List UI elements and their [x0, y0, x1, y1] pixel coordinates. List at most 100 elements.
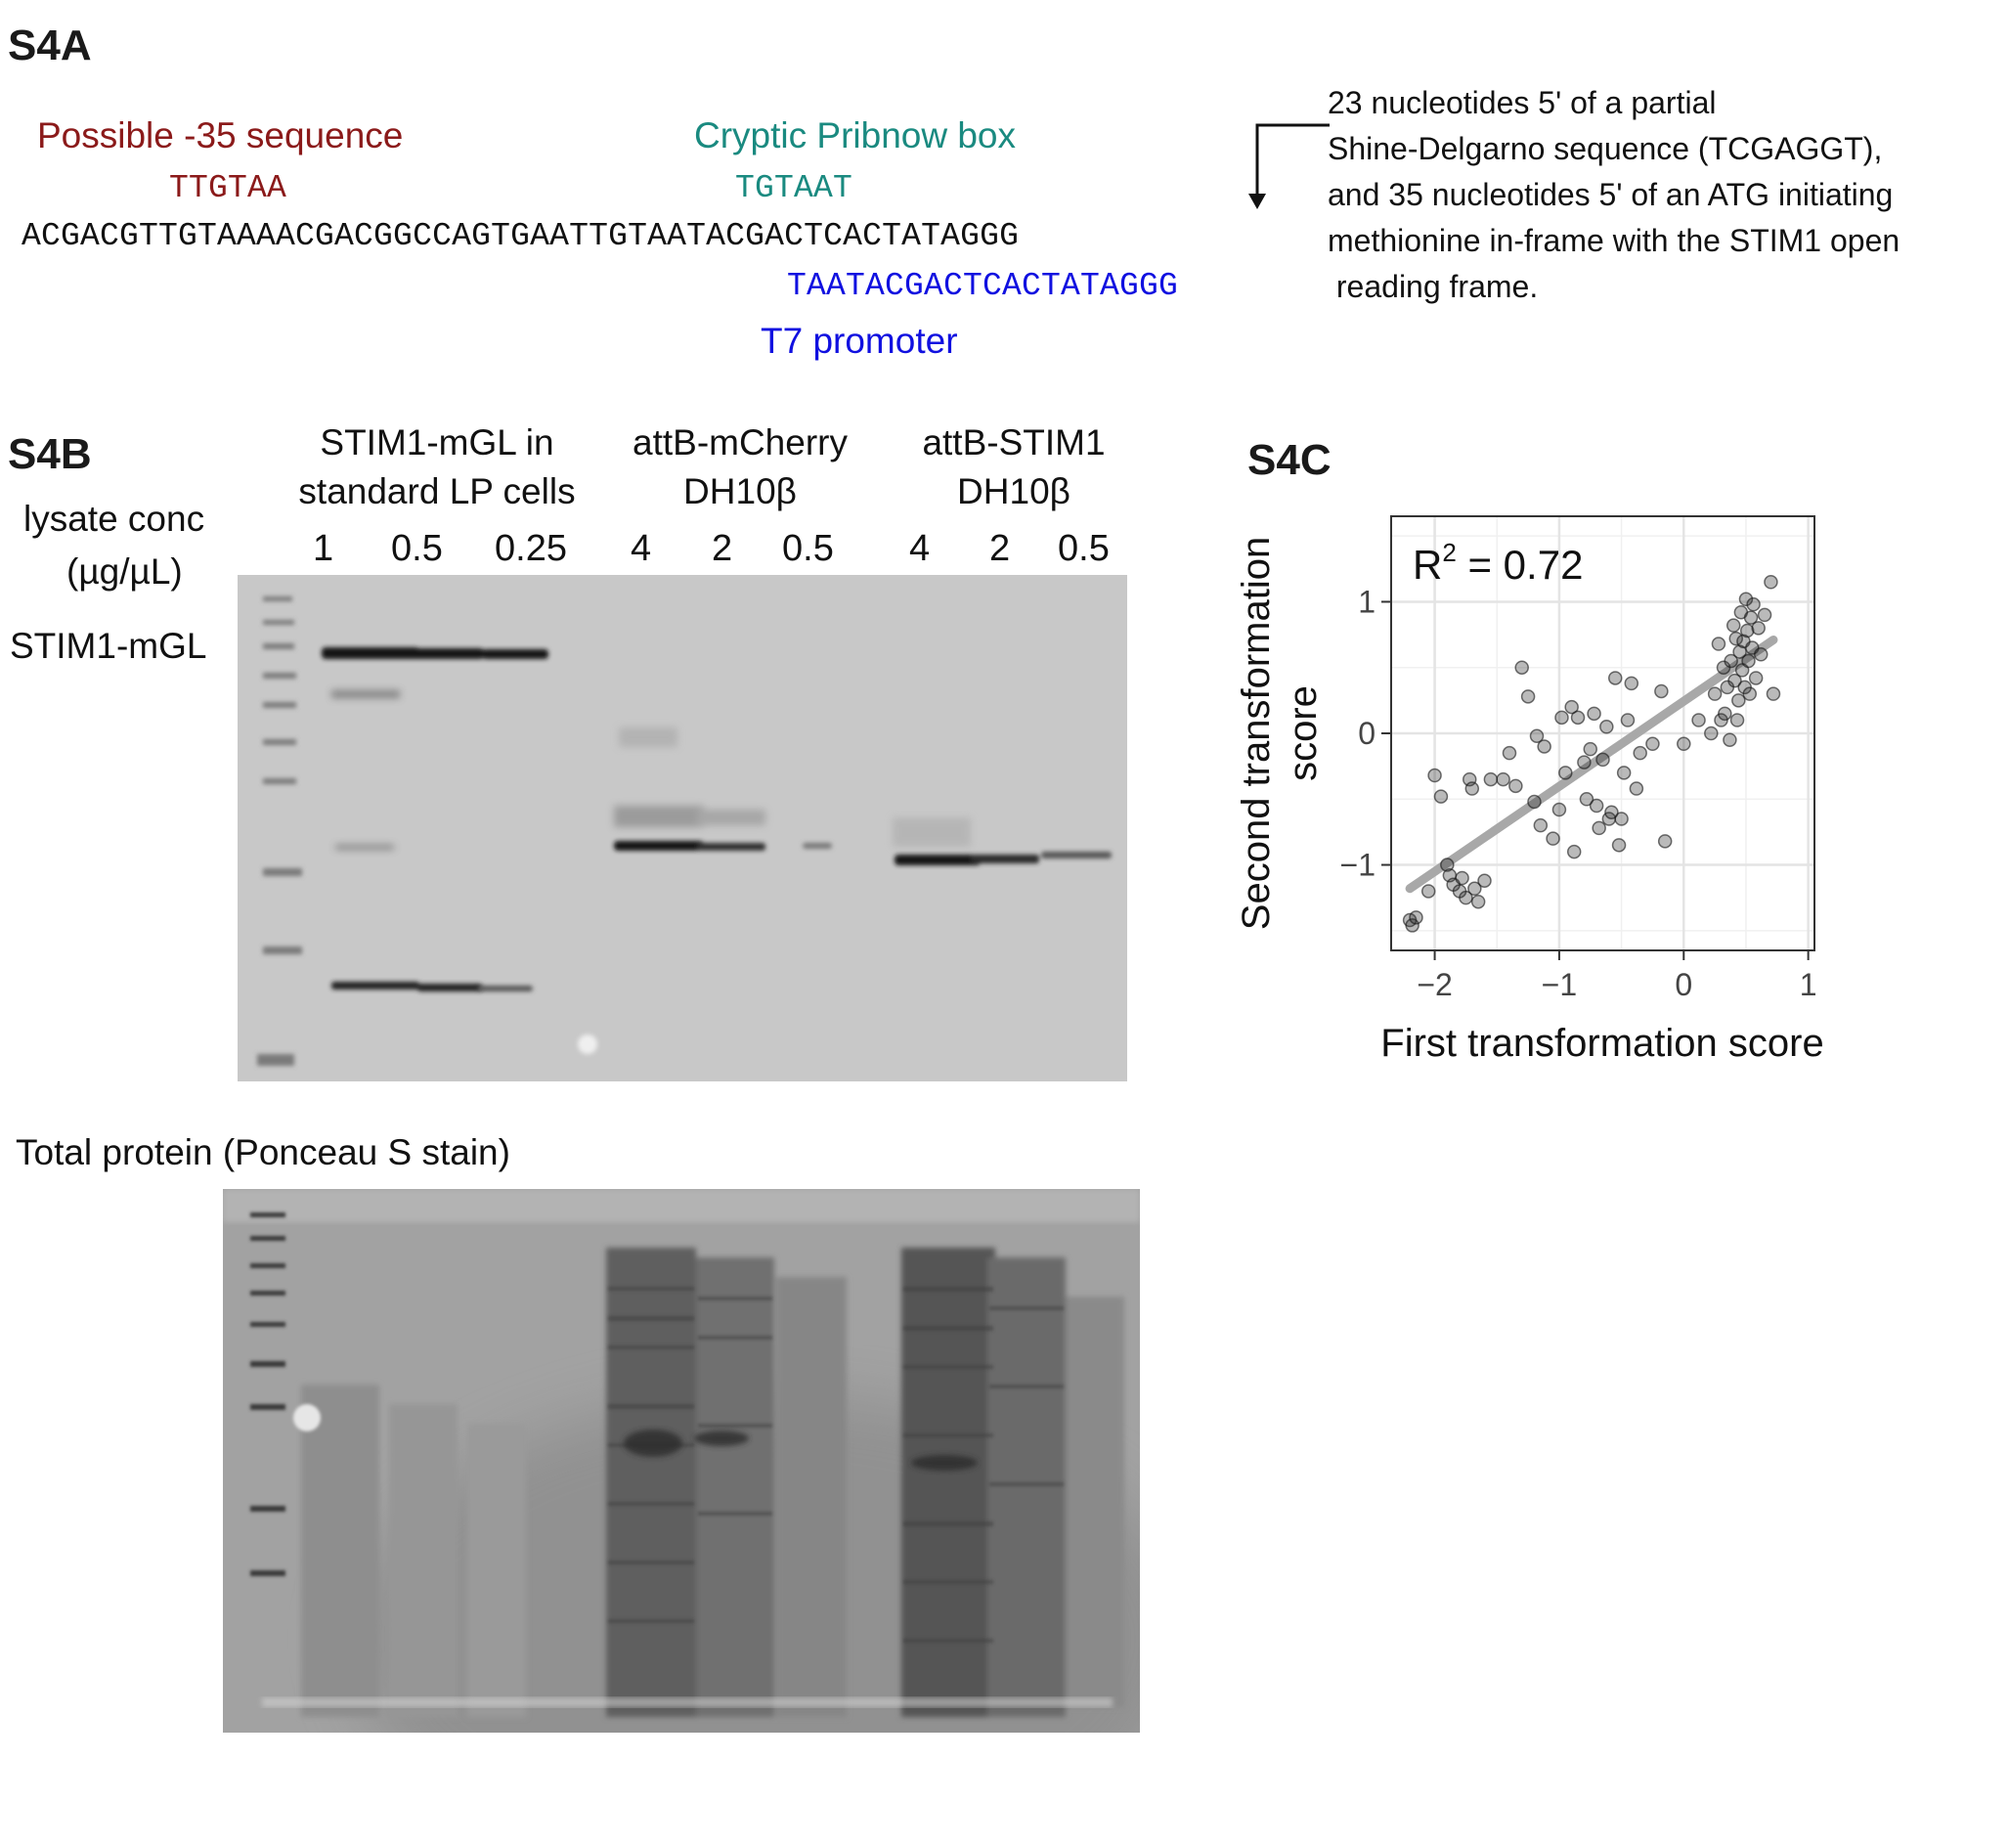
scatter-point [1483, 771, 1499, 787]
ponceau-stain-image [223, 1189, 1140, 1733]
lane-conc: 2 [712, 528, 733, 569]
scatter-point [1725, 618, 1741, 633]
scatter-points [1402, 575, 1781, 933]
scatter-point [1514, 660, 1529, 675]
scatter-point [1546, 831, 1560, 846]
scatter-point [1477, 873, 1492, 888]
lane-conc: 0.5 [782, 528, 834, 569]
scatter-point [1455, 870, 1469, 886]
scatter-point [1732, 644, 1747, 659]
x-tick-label: 1 [1800, 967, 1817, 1002]
y-tick-label: 1 [1358, 584, 1376, 619]
scatter-point [1520, 689, 1536, 704]
lane-group-subtitle: DH10β [957, 471, 1070, 511]
scatter-point [1427, 768, 1442, 783]
lane-conc: 0.5 [1058, 528, 1110, 569]
scatter-point [1587, 706, 1601, 722]
scatter-point [1599, 720, 1614, 734]
lane-group-title: attB-mCherry [633, 422, 848, 462]
scatter-point [1409, 910, 1423, 925]
scatter-point [1741, 653, 1756, 669]
scatter-point [1496, 771, 1510, 787]
y-axis-ticks: −1 0 1 [1340, 584, 1391, 883]
scatter-point [1537, 739, 1551, 754]
y-axis-label: Second transformation [1235, 537, 1278, 930]
scatter-point [1577, 755, 1592, 770]
note-line: reading frame. [1328, 269, 1539, 304]
scatter-point [1614, 812, 1629, 826]
scatter-point [1728, 631, 1744, 646]
scatter-point [1420, 884, 1436, 899]
r-squared-annotation: R2 = 0.72 [1413, 538, 1583, 588]
scatter-point [1595, 752, 1610, 768]
scatter-point [1624, 676, 1639, 691]
note-line: 23 nucleotides 5' of a partial [1328, 85, 1717, 120]
lane-group-subtitle: DH10β [683, 471, 797, 511]
scatter-point [1527, 794, 1542, 810]
scatter-point [1529, 728, 1545, 743]
scatter-point [1566, 844, 1582, 859]
scatter-point [1738, 592, 1754, 607]
minus35-sequence: TTGTAA [169, 170, 287, 206]
scatter-point [1467, 881, 1482, 897]
scatter-point [1677, 736, 1691, 752]
band-label-stim1-mgl: STIM1-mGL [10, 626, 207, 666]
scatter-point [1718, 706, 1732, 722]
scatter-point [1691, 713, 1706, 727]
minus35-label: Possible -35 sequence [37, 115, 404, 155]
scatter-point [1604, 805, 1619, 819]
x-axis-ticks: −2 −1 0 1 [1417, 950, 1817, 1002]
scatter-point [1766, 686, 1781, 701]
scatter-point [1433, 789, 1449, 804]
scatter-point [1607, 671, 1623, 685]
scatter-plot: −2 −1 0 1 −1 0 1 R2 = 0.72 First transformati… [1235, 515, 1824, 1065]
scatter-point [1751, 621, 1766, 636]
scatter-point [1731, 693, 1746, 708]
t7-promoter-label: T7 promoter [761, 321, 958, 361]
scatter-point [1704, 726, 1719, 741]
scatter-point [1554, 710, 1569, 726]
scatter-point [1753, 647, 1769, 662]
scatter-point [1405, 918, 1419, 933]
lane-group-header: STIM1-mGL in standard LP cells [266, 418, 608, 516]
lane-group-title: STIM1-mGL in [320, 422, 554, 462]
scatter-point [1657, 834, 1673, 849]
scatter-point [1459, 890, 1473, 905]
scatter-point [1743, 610, 1759, 625]
lane-group-header: attB-mCherry DH10β [598, 418, 882, 516]
x-axis-label: First transformation score [1380, 1022, 1823, 1065]
lysate-label: lysate conc [23, 499, 205, 539]
regression-line [1405, 635, 1778, 894]
y-axis-label-line2: score [1282, 685, 1325, 781]
pribnow-label: Cryptic Pribnow box [694, 115, 1017, 155]
scatter-point [1564, 699, 1579, 715]
plot-grid [1391, 516, 1814, 950]
lane-group-subtitle: standard LP cells [298, 471, 576, 511]
scatter-point [1592, 820, 1606, 836]
lane-conc: 1 [313, 528, 334, 569]
scatter-point [1583, 741, 1598, 757]
scatter-point [1558, 766, 1573, 780]
note-line: and 35 nucleotides 5' of an ATG initiati… [1328, 177, 1894, 212]
lane-group-header: attB-STIM1 DH10β [882, 418, 1146, 516]
scatter-point [1620, 713, 1636, 727]
note-line: Shine-Delgarno sequence (TCGAGGT), [1328, 131, 1883, 166]
scatter-point [1616, 766, 1632, 780]
scatter-point [1654, 683, 1669, 699]
scatter-point [1470, 894, 1486, 909]
scatter-point [1757, 607, 1772, 623]
y-tick-label: −1 [1340, 848, 1376, 883]
scatter-point [1633, 745, 1647, 761]
scatter-point [1764, 575, 1778, 590]
x-tick-label: −1 [1542, 967, 1577, 1002]
promoter-sequence: ACGACGTTGTAAAACGACGGCCAGTGAATTGTAATACGAC… [22, 218, 1020, 254]
scatter-point [1746, 596, 1761, 612]
note-line: methionine in-frame with the STIM1 open [1328, 223, 1900, 258]
scatter-point [1748, 671, 1764, 685]
lane-conc: 0.25 [495, 528, 567, 569]
panel-label-s4b: S4B [8, 430, 92, 478]
lane-conc: 0.5 [391, 528, 443, 569]
lane-conc: 2 [989, 528, 1011, 569]
scatter-point [1551, 802, 1567, 817]
